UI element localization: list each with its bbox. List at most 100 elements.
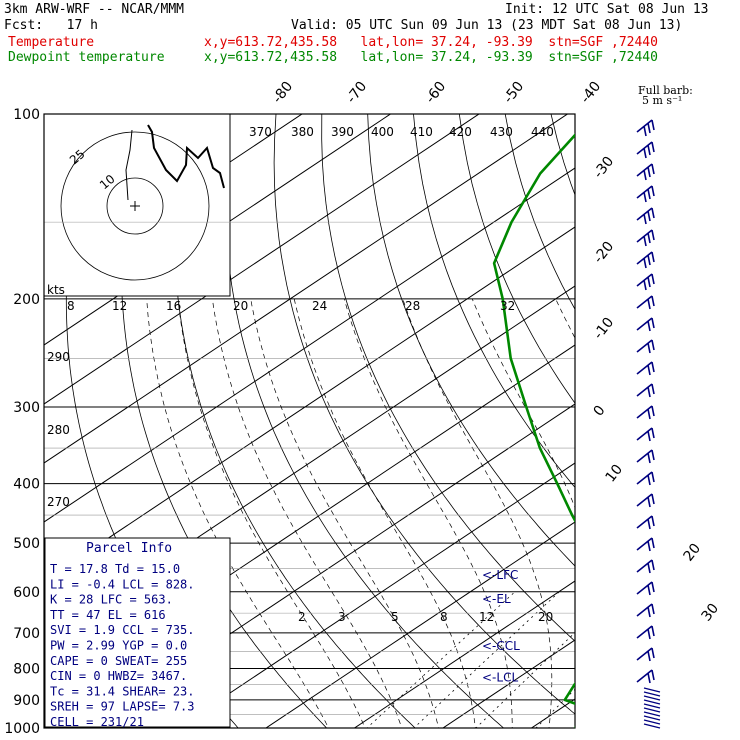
wind-barb-flag	[647, 584, 651, 596]
wind-barb	[636, 537, 655, 552]
isotherm-label: -80	[270, 79, 297, 107]
wind-barb	[636, 141, 655, 159]
wind-barb-flag	[647, 364, 651, 376]
parcel-info-row: LI = -0.4 LCL = 828.	[50, 577, 195, 591]
isotherm-label: -70	[344, 79, 371, 107]
moist-adiabat-line	[689, 299, 740, 740]
wind-barb-legend: Full barb:	[638, 84, 693, 97]
pressure-tick-label: 300	[13, 400, 40, 416]
isotherm-label: -40	[578, 79, 605, 107]
speed-axis-label: 28	[405, 299, 420, 313]
dewpoint-location-info: x,y=613.72,435.58 lat,lon= 37.24, -93.39…	[204, 50, 658, 65]
theta-top-label: 430	[490, 125, 513, 139]
wind-barb	[636, 119, 655, 137]
isotherm-label: -30	[591, 154, 618, 182]
moist-adiabat-line	[471, 298, 575, 509]
parcel-info-row: CAPE = 0 SWEAT= 255	[50, 654, 187, 668]
wind-barb-staff	[636, 427, 653, 441]
wind-barb-flag	[643, 125, 647, 137]
mixing-ratio-label: 2	[298, 610, 306, 624]
dry-adiabat-line	[504, 114, 575, 311]
wind-barb-flag	[651, 603, 655, 615]
wind-barb-staff	[636, 471, 653, 485]
wind-barb-flag	[647, 210, 651, 222]
theta-top-label: 440	[531, 125, 554, 139]
dewpoint-trace	[492, 133, 575, 728]
isotherm-line	[44, 167, 575, 523]
wind-barb-flag	[647, 342, 651, 354]
isotherm-label: 20	[681, 541, 705, 565]
parcel-info-box	[44, 537, 231, 728]
wind-barb	[636, 625, 655, 640]
isotherm-line	[600, 86, 740, 740]
isotherm-line	[530, 698, 575, 728]
isotherm-label: -50	[501, 79, 528, 107]
wind-barb-flag	[647, 672, 651, 684]
wind-barb-flag	[651, 163, 655, 175]
speed-axis-label: 8	[67, 299, 75, 313]
pressure-tick-label: 900	[13, 693, 40, 709]
wind-barb	[636, 427, 655, 442]
wind-barb-lowlevel	[643, 711, 661, 717]
wind-barb-legend: 5 m s⁻¹	[642, 94, 682, 107]
theta-top-label: 390	[331, 125, 354, 139]
parcel-info-row: CIN = 0 HWBZ= 3467.	[50, 669, 187, 683]
isotherm-label: -10	[591, 315, 618, 343]
wind-barb-flag	[651, 493, 655, 505]
hodograph-trace	[147, 124, 225, 189]
pressure-tick-label: 800	[13, 661, 40, 677]
wind-barb	[636, 163, 655, 181]
wind-barb-flag	[647, 320, 651, 332]
wind-barb-flag	[643, 147, 647, 159]
wind-barb-flag	[647, 144, 651, 156]
isotherm-label: 30	[699, 601, 723, 625]
pressure-tick-label: 200	[13, 292, 40, 308]
wind-barb-flag	[643, 213, 647, 225]
isotherm-line	[44, 114, 480, 405]
parcel-info-row: PW = 2.99 YGP = 0.0	[50, 639, 187, 653]
wind-barb-staff	[636, 383, 653, 397]
wind-barb-flag	[647, 386, 651, 398]
parcel-info-row: K = 28 LFC = 563.	[50, 593, 173, 607]
isotherm-line	[44, 114, 569, 464]
wind-barb-flag	[651, 361, 655, 373]
pressure-tick-label: 1000	[4, 721, 40, 737]
level-marker-label: <-LCL	[482, 671, 518, 685]
moist-adiabat-line	[343, 298, 513, 728]
isotherm-line	[44, 226, 575, 582]
wind-barb-staff	[636, 361, 653, 375]
moist-adiabat-line	[724, 299, 740, 740]
wind-barb-flag	[651, 405, 655, 417]
wind-barb-flag	[647, 518, 651, 530]
wind-barb-flag	[647, 628, 651, 640]
parcel-info-row: SVI = 1.9 CCL = 735.	[50, 623, 195, 637]
wind-barb-flag	[647, 188, 651, 200]
wind-barb-flag	[647, 496, 651, 508]
wind-barb-staff	[636, 559, 653, 573]
theta-top-label: 410	[410, 125, 433, 139]
level-marker-label: <-CCL	[482, 639, 520, 653]
hodograph-unit-label: kts	[47, 283, 65, 297]
wind-barb-flag	[643, 169, 647, 181]
theta-top-label: 380	[291, 125, 314, 139]
moist-adiabat-line	[212, 298, 403, 728]
parcel-info-row: T = 17.8 Td = 15.0	[50, 562, 180, 576]
parcel-info-row: Tc = 31.4 SHEAR= 23.	[50, 684, 195, 698]
wind-barb-flag	[651, 537, 655, 549]
wind-barb-flag	[647, 122, 651, 134]
speed-axis-label: 20	[233, 299, 248, 313]
mixing-ratio-line	[650, 592, 740, 740]
wind-barb-flag	[651, 515, 655, 527]
wind-barb-flag	[651, 317, 655, 329]
wind-barb-staff	[636, 493, 653, 507]
wind-barb	[636, 339, 655, 354]
temperature-legend-label: Temperature	[8, 35, 95, 50]
wind-barb-staff	[636, 339, 653, 353]
wind-barb-flag	[651, 471, 655, 483]
mixing-ratio-label: 20	[538, 610, 553, 624]
hodograph-ring	[60, 131, 210, 281]
isotherm-label: 10	[603, 462, 627, 486]
wind-barb-staff	[636, 625, 653, 639]
hodograph-ring	[106, 177, 164, 235]
